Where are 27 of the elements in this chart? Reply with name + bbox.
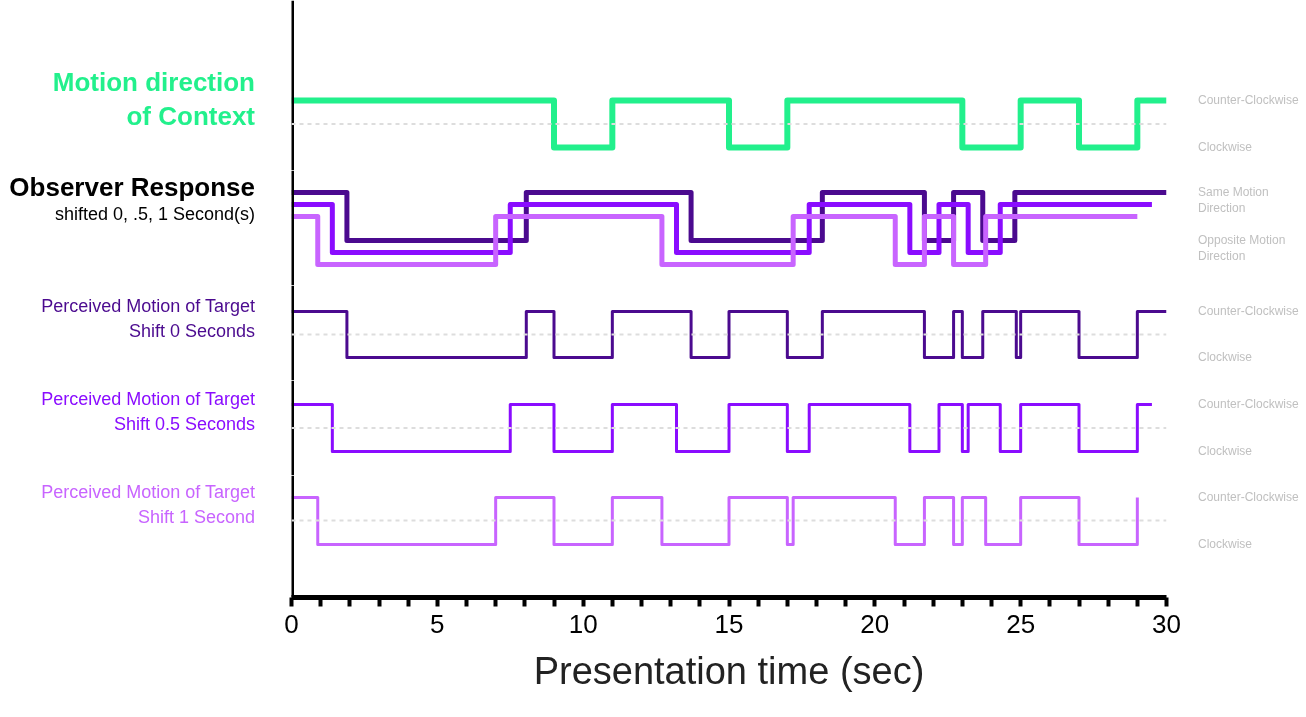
text: Counter-Clockwise xyxy=(1198,303,1300,320)
x-tick-label: 15 xyxy=(714,608,744,639)
chart-title: Perceived Motion of Target xyxy=(41,388,255,412)
chart-title: Perceived Motion of Target xyxy=(41,481,255,505)
text: Counter-Clockwise xyxy=(1198,489,1300,506)
text: Shift 0 Seconds xyxy=(128,321,255,343)
text: Shift 1 Second xyxy=(137,507,255,529)
chart-title: Motion direction of Context xyxy=(52,66,255,133)
x-tick-label: 20 xyxy=(860,608,890,639)
x-tick-label: 5 xyxy=(430,608,445,639)
text: Counter-Clockwise xyxy=(1198,396,1300,413)
text: Clockwise xyxy=(1198,139,1253,156)
text: Clockwise xyxy=(1198,536,1253,553)
x-tick-label: 25 xyxy=(1006,608,1036,639)
text: Shift 0.5 Seconds xyxy=(113,414,255,436)
text: Counter-Clockwise xyxy=(1198,92,1300,109)
chart-title: Perceived Motion of Target xyxy=(41,295,255,319)
x-tick-label: 30 xyxy=(1152,608,1181,639)
x-tick-label: 0 xyxy=(284,608,299,639)
text: shifted 0, .5, 1 Second(s) xyxy=(54,204,255,226)
text: Clockwise xyxy=(1198,443,1253,460)
chart-title: Observer Response xyxy=(9,171,255,205)
text: Same Motion Direction xyxy=(1198,184,1270,217)
x-tick-label: 10 xyxy=(568,608,598,639)
x-axis-title: Presentation time (sec) xyxy=(533,649,925,692)
text: Opposite Motion Direction xyxy=(1198,232,1287,265)
text: Clockwise xyxy=(1198,349,1253,366)
